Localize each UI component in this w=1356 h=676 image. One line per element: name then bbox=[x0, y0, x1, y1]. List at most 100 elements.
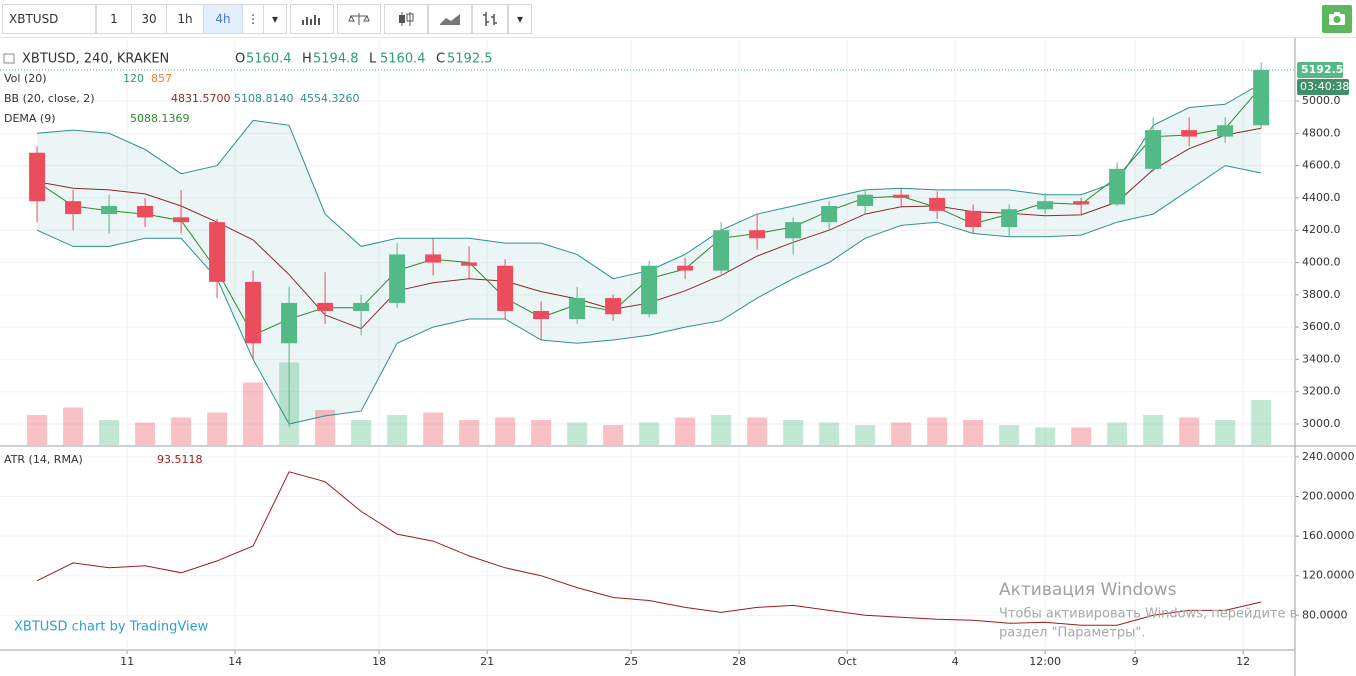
icon bbox=[302, 15, 320, 25]
volume-bar bbox=[1143, 415, 1164, 445]
candle-body bbox=[929, 197, 946, 211]
volume-bar bbox=[63, 407, 84, 445]
candle-body bbox=[713, 230, 730, 271]
ohlc-key: L bbox=[369, 52, 377, 67]
icon bbox=[483, 12, 497, 26]
toolbar: XBTUSD 1 30 1h 4h ⋮ ▾ ▾ bbox=[0, 0, 1356, 38]
interval-button[interactable]: 30 bbox=[131, 4, 167, 34]
more-intervals[interactable]: ⋮ bbox=[242, 4, 264, 34]
candle-body bbox=[29, 152, 46, 202]
compare-button[interactable] bbox=[337, 4, 381, 34]
candle-body bbox=[965, 210, 982, 227]
dropdown[interactable]: ▾ bbox=[263, 4, 287, 34]
candle-body bbox=[1145, 130, 1162, 169]
interval-button[interactable]: 1h bbox=[166, 4, 204, 34]
volume-bar bbox=[207, 412, 228, 445]
x-tick-label: 9 bbox=[1132, 655, 1139, 668]
volume-bar bbox=[963, 420, 984, 445]
volume-bar bbox=[675, 417, 696, 445]
y-tick-label: 4800.0 bbox=[1302, 126, 1341, 139]
volume-bar bbox=[639, 422, 660, 445]
candle-body bbox=[749, 230, 766, 239]
volume-bar bbox=[135, 422, 156, 445]
watermark: XBTUSD chart by TradingView bbox=[14, 620, 209, 635]
candles-button[interactable] bbox=[384, 4, 428, 34]
volume-bar bbox=[747, 417, 768, 445]
volume-bar bbox=[1179, 417, 1200, 445]
volume-bar bbox=[315, 410, 336, 445]
symbol-input[interactable]: XBTUSD bbox=[2, 4, 96, 34]
x-tick-label: 18 bbox=[372, 655, 386, 668]
icon bbox=[348, 13, 370, 25]
candle-body bbox=[317, 302, 334, 311]
volume-bar bbox=[927, 417, 948, 445]
dema-value: 5088.1369 bbox=[130, 112, 190, 125]
dema-legend: DEMA (9) bbox=[4, 112, 56, 125]
bb-value: 4831.5700 bbox=[171, 92, 231, 105]
bb-value: 5108.8140 bbox=[234, 92, 294, 105]
y-tick-label: 4200.0 bbox=[1302, 223, 1341, 236]
x-tick-label: 12 bbox=[1236, 655, 1250, 668]
y-tick-label: 3600.0 bbox=[1302, 320, 1341, 333]
candle-body bbox=[641, 265, 658, 315]
snapshot-button[interactable] bbox=[1322, 5, 1352, 33]
y-tick-label: 3800.0 bbox=[1302, 288, 1341, 301]
ohlc-value: 5160.4 bbox=[380, 52, 426, 67]
ohlc-key: H bbox=[302, 52, 312, 67]
ohlc-value: 5192.5 bbox=[447, 52, 493, 67]
volume-bar bbox=[711, 415, 732, 445]
candle-body bbox=[173, 217, 190, 223]
candle-body bbox=[1253, 69, 1270, 126]
y-tick-label: 200.0000 bbox=[1302, 490, 1355, 503]
candle-body bbox=[281, 302, 298, 344]
last-price-box bbox=[1297, 61, 1343, 78]
volume-bar bbox=[1071, 427, 1092, 445]
candle-body bbox=[569, 298, 586, 320]
countdown-box bbox=[1297, 78, 1349, 95]
chart-style-button[interactable] bbox=[290, 4, 334, 34]
volume-bar bbox=[531, 420, 552, 445]
x-tick-label: 12:00 bbox=[1029, 655, 1061, 668]
candle-body bbox=[101, 206, 118, 215]
y-tick-label: 120.0000 bbox=[1302, 569, 1355, 582]
volume-bar bbox=[567, 422, 588, 445]
x-tick-label: 4 bbox=[952, 655, 959, 668]
volume-bar bbox=[243, 382, 264, 445]
candle-body bbox=[65, 201, 82, 215]
volume-bar bbox=[1035, 427, 1056, 445]
candle-body bbox=[1217, 125, 1234, 137]
volume-legend: Vol (20) bbox=[4, 72, 47, 85]
y-tick-label: 3000.0 bbox=[1302, 417, 1341, 430]
volume-bar bbox=[459, 420, 480, 445]
volume-bar bbox=[423, 412, 444, 445]
bb-lower bbox=[36, 165, 1262, 425]
interval-button[interactable]: 4h bbox=[203, 4, 243, 34]
chart-title: XBTUSD, 240, KRAKEN bbox=[22, 52, 169, 67]
ohlc-value: 5194.8 bbox=[313, 52, 359, 67]
y-tick-label: 240.0000 bbox=[1302, 450, 1355, 463]
candle-body bbox=[677, 265, 694, 271]
atr-value: 93.5118 bbox=[157, 453, 203, 466]
candle-body bbox=[389, 254, 406, 303]
x-tick-label: 25 bbox=[624, 655, 638, 668]
volume-bar bbox=[855, 425, 876, 445]
volume-bar bbox=[171, 417, 192, 445]
icon bbox=[440, 14, 460, 25]
x-tick-label: 28 bbox=[732, 655, 746, 668]
x-tick-label: 11 bbox=[120, 655, 134, 668]
interval-button[interactable]: 1 bbox=[96, 4, 132, 34]
ohlc-value: 5160.4 bbox=[246, 52, 292, 67]
dropdown[interactable]: ▾ bbox=[508, 4, 532, 34]
volume-bar bbox=[819, 422, 840, 445]
volume-bar bbox=[495, 417, 516, 445]
last-price-label: 5192.5 bbox=[1301, 63, 1343, 76]
bars-button[interactable] bbox=[472, 4, 508, 34]
candle-body bbox=[1037, 201, 1054, 210]
icon bbox=[1329, 12, 1345, 25]
volume-bar bbox=[603, 425, 624, 445]
area-button[interactable] bbox=[428, 4, 472, 34]
candle-body bbox=[137, 206, 154, 218]
atr-legend: ATR (14, RMA) bbox=[4, 453, 83, 466]
candle-body bbox=[1073, 201, 1090, 205]
